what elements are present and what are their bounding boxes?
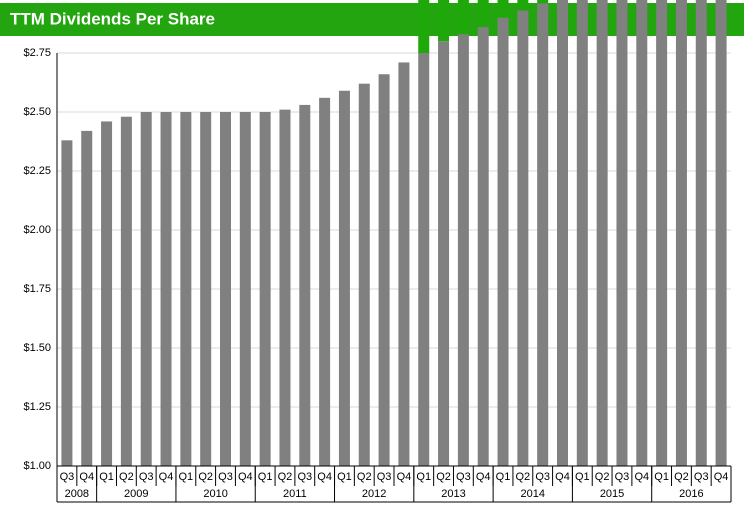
- bar-segment: [557, 0, 568, 467]
- x-tick-label: Q2: [436, 471, 451, 483]
- x-tick-label: Q2: [119, 471, 134, 483]
- x-tick-label: Q3: [615, 471, 630, 483]
- y-tick-label: $1.75: [23, 283, 51, 295]
- x-tick-label: Q3: [377, 471, 392, 483]
- bar-segment: [140, 112, 152, 466]
- bar-segment: [517, 10, 529, 467]
- bar-segment: [61, 140, 73, 466]
- bar-segment: [457, 0, 469, 35]
- bar-segment: [200, 112, 212, 466]
- bar-segment: [675, 0, 687, 467]
- bar-segment: [418, 0, 430, 53]
- bar-segment: [319, 97, 331, 466]
- bar-segment: [418, 53, 430, 466]
- bar-segment: [378, 74, 390, 467]
- bar-segment: [438, 0, 450, 42]
- year-label: 2009: [124, 488, 148, 500]
- y-tick-label: $2.25: [23, 165, 51, 177]
- x-tick-label: Q4: [238, 471, 253, 483]
- bar-segment: [616, 0, 628, 466]
- bar-segment: [160, 112, 172, 466]
- x-tick-label: Q2: [198, 471, 213, 483]
- year-label: 2012: [362, 488, 386, 500]
- bar-segment: [636, 0, 648, 467]
- x-tick-label: Q1: [496, 471, 511, 483]
- bar-segment: [338, 90, 350, 466]
- bar-segment: [715, 0, 727, 466]
- x-tick-label: Q4: [79, 471, 94, 483]
- bar-segment: [279, 109, 291, 466]
- x-tick-label: Q1: [258, 471, 273, 483]
- bar-segment: [220, 112, 231, 466]
- bar-segment: [596, 0, 608, 467]
- x-tick-label: Q1: [337, 471, 352, 483]
- y-tick-label: $1.00: [23, 460, 51, 472]
- bar-segment: [358, 83, 370, 467]
- x-tick-label: Q1: [179, 471, 194, 483]
- year-label: 2008: [65, 488, 89, 500]
- y-tick-label: $2.00: [23, 224, 51, 236]
- x-tick-label: Q1: [654, 471, 669, 483]
- x-tick-label: Q2: [357, 471, 372, 483]
- bar-segment: [656, 0, 668, 466]
- x-tick-label: Q2: [516, 471, 531, 483]
- x-tick-label: Q4: [634, 471, 649, 483]
- bar-segment: [695, 0, 707, 467]
- y-tick-label: $2.50: [23, 106, 51, 118]
- bar-segment: [537, 0, 549, 4]
- y-tick-label: $2.75: [23, 47, 51, 59]
- bar-segment: [497, 0, 509, 18]
- bar-segment: [81, 130, 93, 466]
- x-tick-label: Q3: [297, 471, 312, 483]
- year-label: 2016: [679, 488, 703, 500]
- bar-segment: [497, 17, 509, 466]
- x-tick-label: Q1: [575, 471, 590, 483]
- x-tick-label: Q4: [397, 471, 412, 483]
- x-tick-label: Q3: [139, 471, 154, 483]
- x-tick-label: Q3: [60, 471, 75, 483]
- bar-segment: [438, 41, 450, 466]
- x-tick-label: Q3: [456, 471, 471, 483]
- x-tick-label: Q3: [535, 471, 550, 483]
- y-tick-label: $1.50: [23, 342, 51, 354]
- bar-segment: [120, 116, 132, 466]
- bar-segment: [457, 34, 469, 467]
- x-tick-label: Q1: [416, 471, 431, 483]
- x-tick-label: Q4: [714, 471, 729, 483]
- bar-segment: [239, 112, 251, 466]
- x-tick-label: Q2: [278, 471, 293, 483]
- bar-segment: [101, 121, 113, 466]
- y-tick-label: $1.25: [23, 401, 51, 413]
- bar-segment: [517, 0, 529, 11]
- x-tick-label: Q2: [595, 471, 610, 483]
- bar-segment: [477, 27, 489, 466]
- bar-segment: [180, 112, 192, 466]
- bar-segment: [299, 104, 311, 467]
- x-tick-label: Q3: [218, 471, 233, 483]
- chart-title: TTM Dividends Per Share: [10, 9, 215, 28]
- x-tick-label: Q4: [159, 471, 174, 483]
- bar-segment: [576, 0, 588, 466]
- x-tick-label: Q4: [476, 471, 491, 483]
- bar-segment: [259, 112, 271, 466]
- x-tick-label: Q1: [99, 471, 114, 483]
- x-tick-label: Q3: [694, 471, 709, 483]
- bar-segment: [537, 3, 549, 466]
- x-tick-label: Q2: [674, 471, 689, 483]
- year-label: 2010: [203, 488, 227, 500]
- x-tick-label: Q4: [317, 471, 332, 483]
- bar-segment: [398, 62, 410, 466]
- year-label: 2015: [600, 488, 624, 500]
- year-label: 2014: [521, 488, 545, 500]
- year-label: 2011: [283, 488, 307, 500]
- year-label: 2013: [441, 488, 465, 500]
- x-tick-label: Q4: [555, 471, 570, 483]
- bar-segment: [477, 0, 489, 28]
